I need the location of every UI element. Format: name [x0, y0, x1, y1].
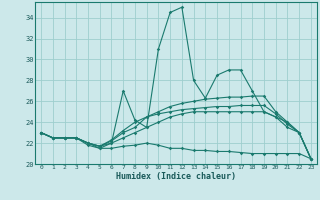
X-axis label: Humidex (Indice chaleur): Humidex (Indice chaleur) [116, 172, 236, 181]
